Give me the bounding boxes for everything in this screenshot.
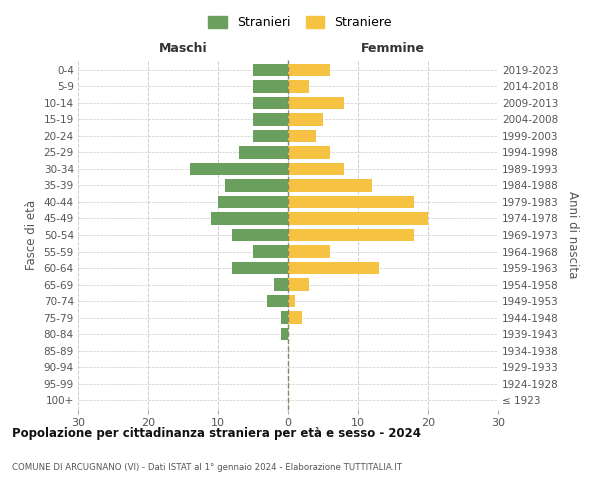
Bar — [211, 212, 288, 224]
Bar — [239, 146, 288, 158]
Bar — [253, 113, 288, 126]
Bar — [253, 96, 288, 109]
Text: Femmine: Femmine — [361, 42, 425, 55]
Bar — [288, 130, 316, 142]
Bar — [288, 212, 428, 224]
Bar — [267, 295, 288, 307]
Bar — [288, 295, 295, 307]
Bar — [288, 113, 323, 126]
Bar — [232, 229, 288, 241]
Text: COMUNE DI ARCUGNANO (VI) - Dati ISTAT al 1° gennaio 2024 - Elaborazione TUTTITAL: COMUNE DI ARCUGNANO (VI) - Dati ISTAT al… — [12, 462, 402, 471]
Y-axis label: Anni di nascita: Anni di nascita — [566, 192, 579, 278]
Bar — [253, 246, 288, 258]
Bar — [253, 130, 288, 142]
Bar — [274, 278, 288, 290]
Bar — [288, 64, 330, 76]
Bar — [253, 64, 288, 76]
Bar — [232, 262, 288, 274]
Bar — [288, 146, 330, 158]
Bar — [288, 262, 379, 274]
Bar — [288, 180, 372, 192]
Bar — [281, 328, 288, 340]
Text: Maschi: Maschi — [158, 42, 208, 55]
Text: Popolazione per cittadinanza straniera per età e sesso - 2024: Popolazione per cittadinanza straniera p… — [12, 428, 421, 440]
Bar — [288, 196, 414, 208]
Y-axis label: Fasce di età: Fasce di età — [25, 200, 38, 270]
Bar — [288, 229, 414, 241]
Bar — [288, 163, 344, 175]
Bar — [288, 312, 302, 324]
Bar — [225, 180, 288, 192]
Legend: Stranieri, Straniere: Stranieri, Straniere — [203, 11, 397, 34]
Bar — [288, 96, 344, 109]
Bar — [288, 80, 309, 92]
Bar — [288, 246, 330, 258]
Bar — [281, 312, 288, 324]
Bar — [190, 163, 288, 175]
Bar — [253, 80, 288, 92]
Bar — [218, 196, 288, 208]
Bar — [288, 278, 309, 290]
